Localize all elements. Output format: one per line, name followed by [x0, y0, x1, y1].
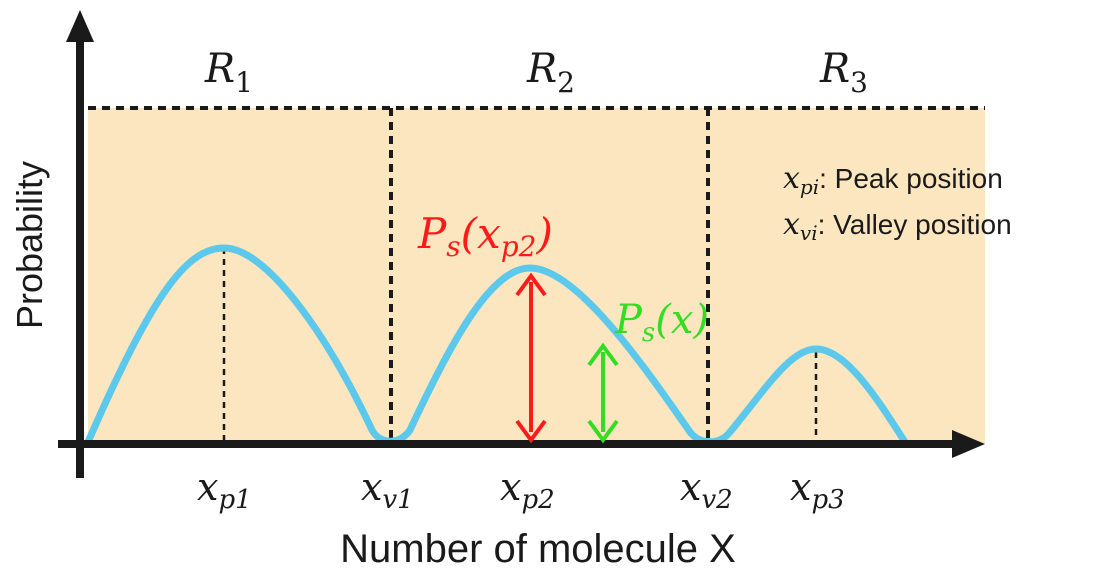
- peak-probability-label: Ps(xp2): [417, 209, 553, 263]
- region-label-3: R3: [819, 46, 868, 99]
- tick-label-xv1: xv1: [361, 465, 414, 515]
- point-probability-label: Ps(x): [614, 297, 709, 348]
- point-height-arrow-top: [587, 342, 619, 367]
- tick-label-xp1: xp1: [197, 465, 252, 515]
- peak-height-arrow-bottom: [515, 419, 547, 444]
- tick-label-xp2: xp2: [500, 465, 555, 515]
- peak-height-arrow-top: [515, 272, 547, 297]
- region-label-1: R1: [204, 46, 253, 99]
- tick-label-xp3: xp3: [790, 465, 845, 515]
- legend-valley-position: xvi: Valley position: [783, 207, 1012, 245]
- y-axis-arrowhead: [66, 10, 94, 42]
- x-axis-arrowhead: [952, 430, 985, 458]
- probability-curve: [84, 244, 909, 446]
- region-label-2: R2: [526, 46, 575, 99]
- y-axis-label: Probability: [9, 161, 50, 329]
- legend-peak-position: xpi: Peak position: [783, 161, 1003, 199]
- point-height-arrow-bottom: [587, 419, 619, 444]
- tick-label-xv2: xv2: [680, 465, 733, 515]
- x-axis-label: Number of molecule X: [340, 527, 736, 571]
- probability-region-fill: [88, 108, 985, 444]
